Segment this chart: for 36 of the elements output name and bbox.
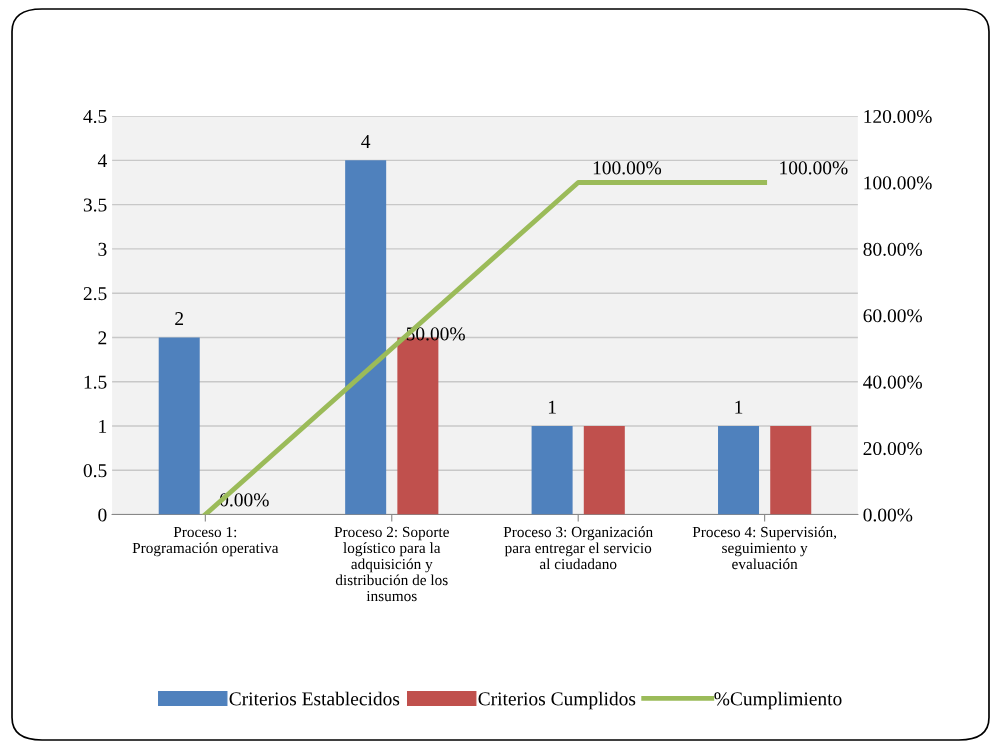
legend-label: %Cumplimiento bbox=[714, 691, 842, 710]
y-tick-label: 3 bbox=[98, 242, 107, 256]
data-label: 100.00% bbox=[593, 161, 662, 175]
y-tick-label: 2 bbox=[98, 331, 107, 345]
y-tick-label: 1 bbox=[99, 419, 107, 433]
y-tick-label: 4 bbox=[97, 154, 107, 168]
data-label: 100.00% bbox=[780, 161, 848, 175]
x-tick-label: Proceso 2: Soporte logístico para la adquisición y distribución de los insumos bbox=[334, 526, 449, 602]
bar bbox=[583, 426, 625, 515]
y-tick-label: 4.5 bbox=[83, 110, 107, 124]
bar bbox=[770, 426, 812, 515]
y2-tick-label: 40.00% bbox=[863, 375, 922, 389]
y-tick-label: 1.5 bbox=[84, 375, 107, 389]
legend-label: Criterios Establecidos bbox=[229, 691, 400, 706]
y-tick-label: 3.5 bbox=[83, 198, 107, 212]
y2-tick-label: 120.00% bbox=[864, 109, 932, 124]
data-label: 1 bbox=[548, 400, 556, 414]
y2-tick-label: 100.00% bbox=[864, 176, 932, 190]
data-label: 4 bbox=[361, 135, 371, 148]
y-tick-label: 2.5 bbox=[83, 287, 107, 301]
y2-tick-label: 20.00% bbox=[863, 441, 922, 456]
y-tick-label: 0 bbox=[98, 508, 107, 522]
data-label: 1 bbox=[735, 400, 743, 414]
legend-label: Criterios Cumplidos bbox=[478, 691, 636, 710]
y-tick-label: 0.5 bbox=[83, 464, 107, 478]
bar bbox=[345, 160, 387, 515]
x-tick-label: Proceso 4: Supervisión, seguimiento y evaluación bbox=[692, 526, 837, 570]
y2-tick-label: 60.00% bbox=[863, 309, 922, 323]
y2-tick-label: 80.00% bbox=[863, 242, 922, 256]
bar bbox=[718, 426, 760, 515]
y2-tick-label: 0.00% bbox=[863, 508, 913, 522]
bar bbox=[531, 426, 573, 515]
x-tick-label: Proceso 1: Programación operativa bbox=[132, 526, 279, 557]
data-label: 2 bbox=[175, 312, 184, 325]
x-tick-label: Proceso 3: Organización para entregar el servicio al ciudadano bbox=[503, 526, 653, 570]
bar bbox=[158, 337, 200, 515]
